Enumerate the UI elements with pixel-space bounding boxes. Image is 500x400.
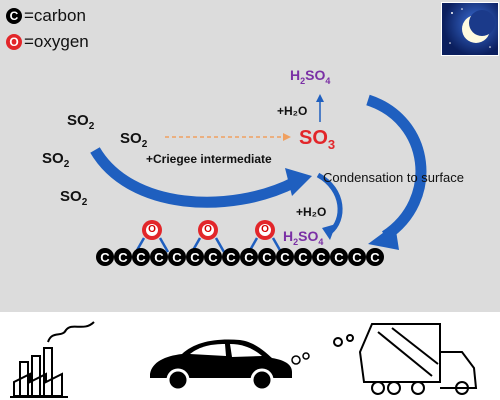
legend-carbon: C =carbon [6,6,86,26]
so2-to-so3-arrow [90,147,298,208]
condensation-label: Condensation to surface [323,170,464,185]
oxygen-atom-2: O [198,220,218,240]
car-icon [150,339,310,392]
so2-label-4: SO2 [60,188,88,208]
carbon-atom: C [168,248,186,266]
criegee-label: +Criegee intermediate [146,152,272,166]
carbon-atom: C [96,248,114,266]
so3-label: SO3 [299,127,336,152]
oxygen-symbol: O [6,34,22,50]
carbon-atom: C [276,248,294,266]
h2o-top-label: +H₂O [277,104,308,118]
so2-to-so3-arrowhead [285,168,312,196]
carbon-atom: C [366,248,384,266]
carbon-symbol: C [6,8,22,24]
oxygen-atom-1: O [142,220,162,240]
h2o-mid-label: +H₂O [296,205,327,219]
carbon-atom: C [132,248,150,266]
carbon-chain: C C C C C C C C C C C C C C C C [96,248,384,266]
condensation-arrow [366,94,427,241]
h2so4-mid-label: H2SO4 [283,228,324,247]
carbon-legend-text: =carbon [24,6,86,25]
carbon-atom: C [150,248,168,266]
truck-icon [333,323,478,395]
h2so4-top-label: H2SO4 [290,67,331,86]
carbon-atom: C [348,248,366,266]
legend-oxygen: O =oxygen [6,32,89,52]
so2-label-1: SO2 [67,112,95,132]
factory-icon [10,321,95,398]
so2-label-3: SO2 [42,150,70,170]
oxygen-atom-3: O [255,220,275,240]
carbon-atom: C [114,248,132,266]
night-moon-icon [441,2,499,56]
carbon-atom: C [240,248,258,266]
carbon-atom: C [204,248,222,266]
so2-label-2: SO2 [120,130,148,150]
carbon-atom: C [258,248,276,266]
carbon-atom: C [186,248,204,266]
carbon-atom: C [330,248,348,266]
carbon-atom: C [294,248,312,266]
sources-layer [10,321,478,398]
oxygen-legend-text: =oxygen [24,32,89,51]
carbon-atom: C [312,248,330,266]
carbon-atom: C [222,248,240,266]
